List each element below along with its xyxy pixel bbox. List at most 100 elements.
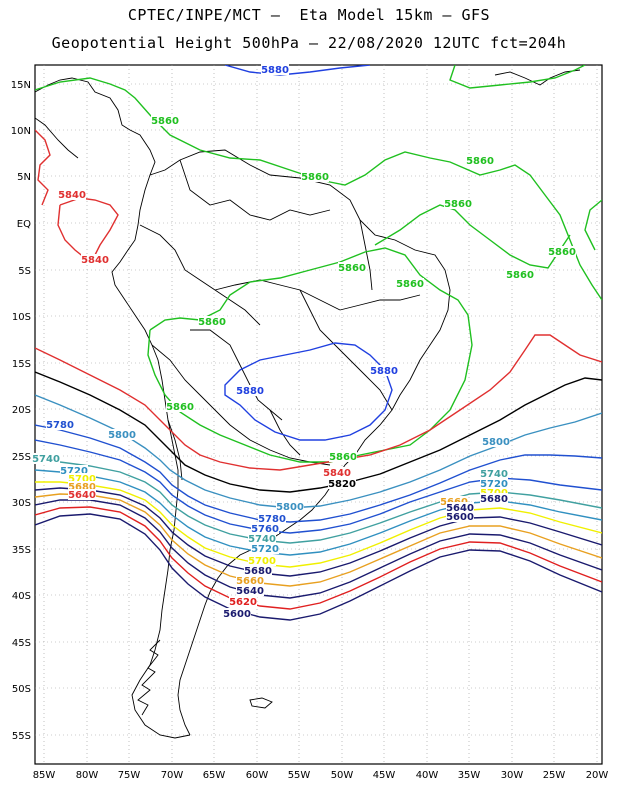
contour-line-5640 [35,499,602,599]
contour-line-5860 [584,199,602,251]
lon-tick-label: 85W [33,770,56,781]
contour-label-background [32,453,60,464]
contour-line-5860 [449,65,586,89]
contour-label-background [223,608,251,619]
contour-label-background [68,473,96,484]
contour-label-background [166,401,194,412]
contour-label: 5640 [236,586,264,597]
contour-label-background [338,262,366,273]
contour-label-background [480,493,508,504]
contour-line-5880 [224,65,371,76]
lat-tick-label: 5N [17,172,31,183]
contour-label: 5840 [58,190,86,201]
lon-tick-label: 30W [501,770,524,781]
contour-label-background [251,523,279,534]
lon-tick-label: 25W [543,770,566,781]
contour-label-background [236,585,264,596]
contour-label-background [480,468,508,479]
contour-label-background [480,478,508,489]
contour-line-5620 [35,506,602,610]
lon-tick-label: 65W [203,770,226,781]
contour-line-5820 [35,371,602,493]
lat-tick-label: 45S [12,638,31,649]
lon-tick-label: 45W [373,770,396,781]
contour-label-background [548,246,576,257]
contour-line-5840 [35,129,51,206]
contour-label-background [396,278,424,289]
contour-label-background [329,451,357,462]
contour-line-5840 [35,334,602,471]
lat-tick-label: 35S [12,545,31,556]
contour-label-background [506,269,534,280]
contour-label: 5800 [276,502,304,513]
contour-label-background [251,543,279,554]
lat-tick-label: EQ [17,219,31,230]
contour-label-background [276,501,304,512]
contour-label-background [323,467,351,478]
contour-label: 5860 [301,172,329,183]
contour-label: 5840 [323,468,351,479]
contour-label-background [446,511,474,522]
contour-label: 5640 [68,490,96,501]
contour-label: 5780 [258,514,286,525]
contour-label-background [46,419,74,430]
contour-label: 5880 [236,386,264,397]
contour-label-background [466,155,494,166]
contour-label: 5860 [396,279,424,290]
contour-label-background [198,316,226,327]
contour-label-background [108,429,136,440]
contour-label: 5880 [370,366,398,377]
map-frame [34,64,603,765]
lat-tick-label: 40S [12,591,31,602]
contour-line-5600 [35,513,602,621]
lon-tick-label: 60W [246,770,269,781]
contour-label: 5600 [446,512,474,523]
lon-tick-label: 70W [161,770,184,781]
contour-label-background [244,565,272,576]
contour-label-background [482,436,510,447]
contour-line-5660 [35,493,602,587]
contour-label: 5860 [548,247,576,258]
contour-label-background [370,365,398,376]
contour-line-5860 [35,77,602,301]
contour-label: 5880 [261,65,289,76]
contour-label: 5720 [251,544,279,555]
contour-label: 5660 [236,576,264,587]
contour-label-background [151,115,179,126]
contour-label-background [446,502,474,513]
contour-label-background [261,64,289,75]
contour-label-background [81,254,109,265]
lon-tick-label: 75W [118,770,141,781]
contour-label: 5860 [338,263,366,274]
contour-label-background [301,171,329,182]
contour-label: 5600 [223,609,251,620]
lon-tick-label: 35W [458,770,481,781]
contour-label-background [248,533,276,544]
contour-label-background [444,198,472,209]
contour-label: 5640 [446,503,474,514]
contour-label: 5740 [480,469,508,480]
contour-label: 5680 [68,482,96,493]
chart-title: CPTEC/INPE/MCT – Eta Model 15km – GFS [127,6,491,24]
contour-label: 5780 [46,420,74,431]
contour-label-background [236,385,264,396]
contour-label-background [58,189,86,200]
contour-label: 5860 [506,270,534,281]
chart-subtitle: Geopotential Height 500hPa – 22/08/2020 … [51,34,567,52]
contour-label: 5700 [248,556,276,567]
lat-tick-label: 10N [11,126,31,137]
contour-label: 5860 [329,452,357,463]
lon-tick-label: 55W [288,770,311,781]
contour-label-background [236,575,264,586]
contour-label: 5680 [244,566,272,577]
contour-label-background [60,465,88,476]
lat-tick-label: 30S [12,498,31,509]
contour-label: 5800 [108,430,136,441]
contour-label: 5720 [480,479,508,490]
contour-label: 5860 [151,116,179,127]
contour-line-5880 [224,342,393,441]
lat-tick-label: 10S [12,312,31,323]
lon-tick-label: 50W [331,770,354,781]
lon-tick-label: 20W [586,770,609,781]
